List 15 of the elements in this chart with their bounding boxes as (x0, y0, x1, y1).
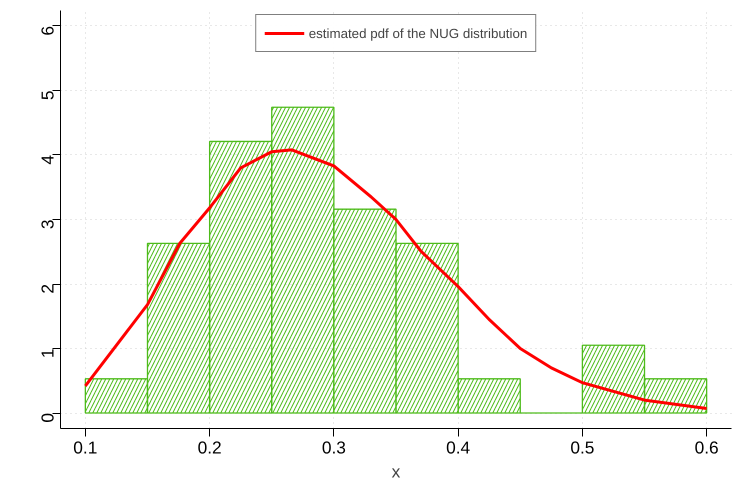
x-axis-title: x (392, 462, 401, 482)
y-tick-label: 4 (38, 154, 58, 165)
y-tick-label: 5 (38, 90, 58, 100)
x-tick-label: 0.6 (694, 438, 719, 458)
x-tick-label: 0.3 (322, 438, 346, 458)
y-tick-label: 2 (38, 284, 58, 294)
legend-label: estimated pdf of the NUG distribution (308, 26, 528, 40)
x-tick-label: 0.4 (446, 438, 471, 458)
x-tick-label: 0.2 (198, 438, 222, 458)
x-tick-label: 0.5 (570, 438, 594, 458)
y-tick-label: 3 (38, 219, 58, 230)
x-tick-label: 0.1 (73, 438, 98, 458)
y-tick-label: 6 (38, 26, 58, 36)
y-tick-label: 1 (38, 348, 58, 358)
y-tick-label: 0 (38, 413, 58, 423)
